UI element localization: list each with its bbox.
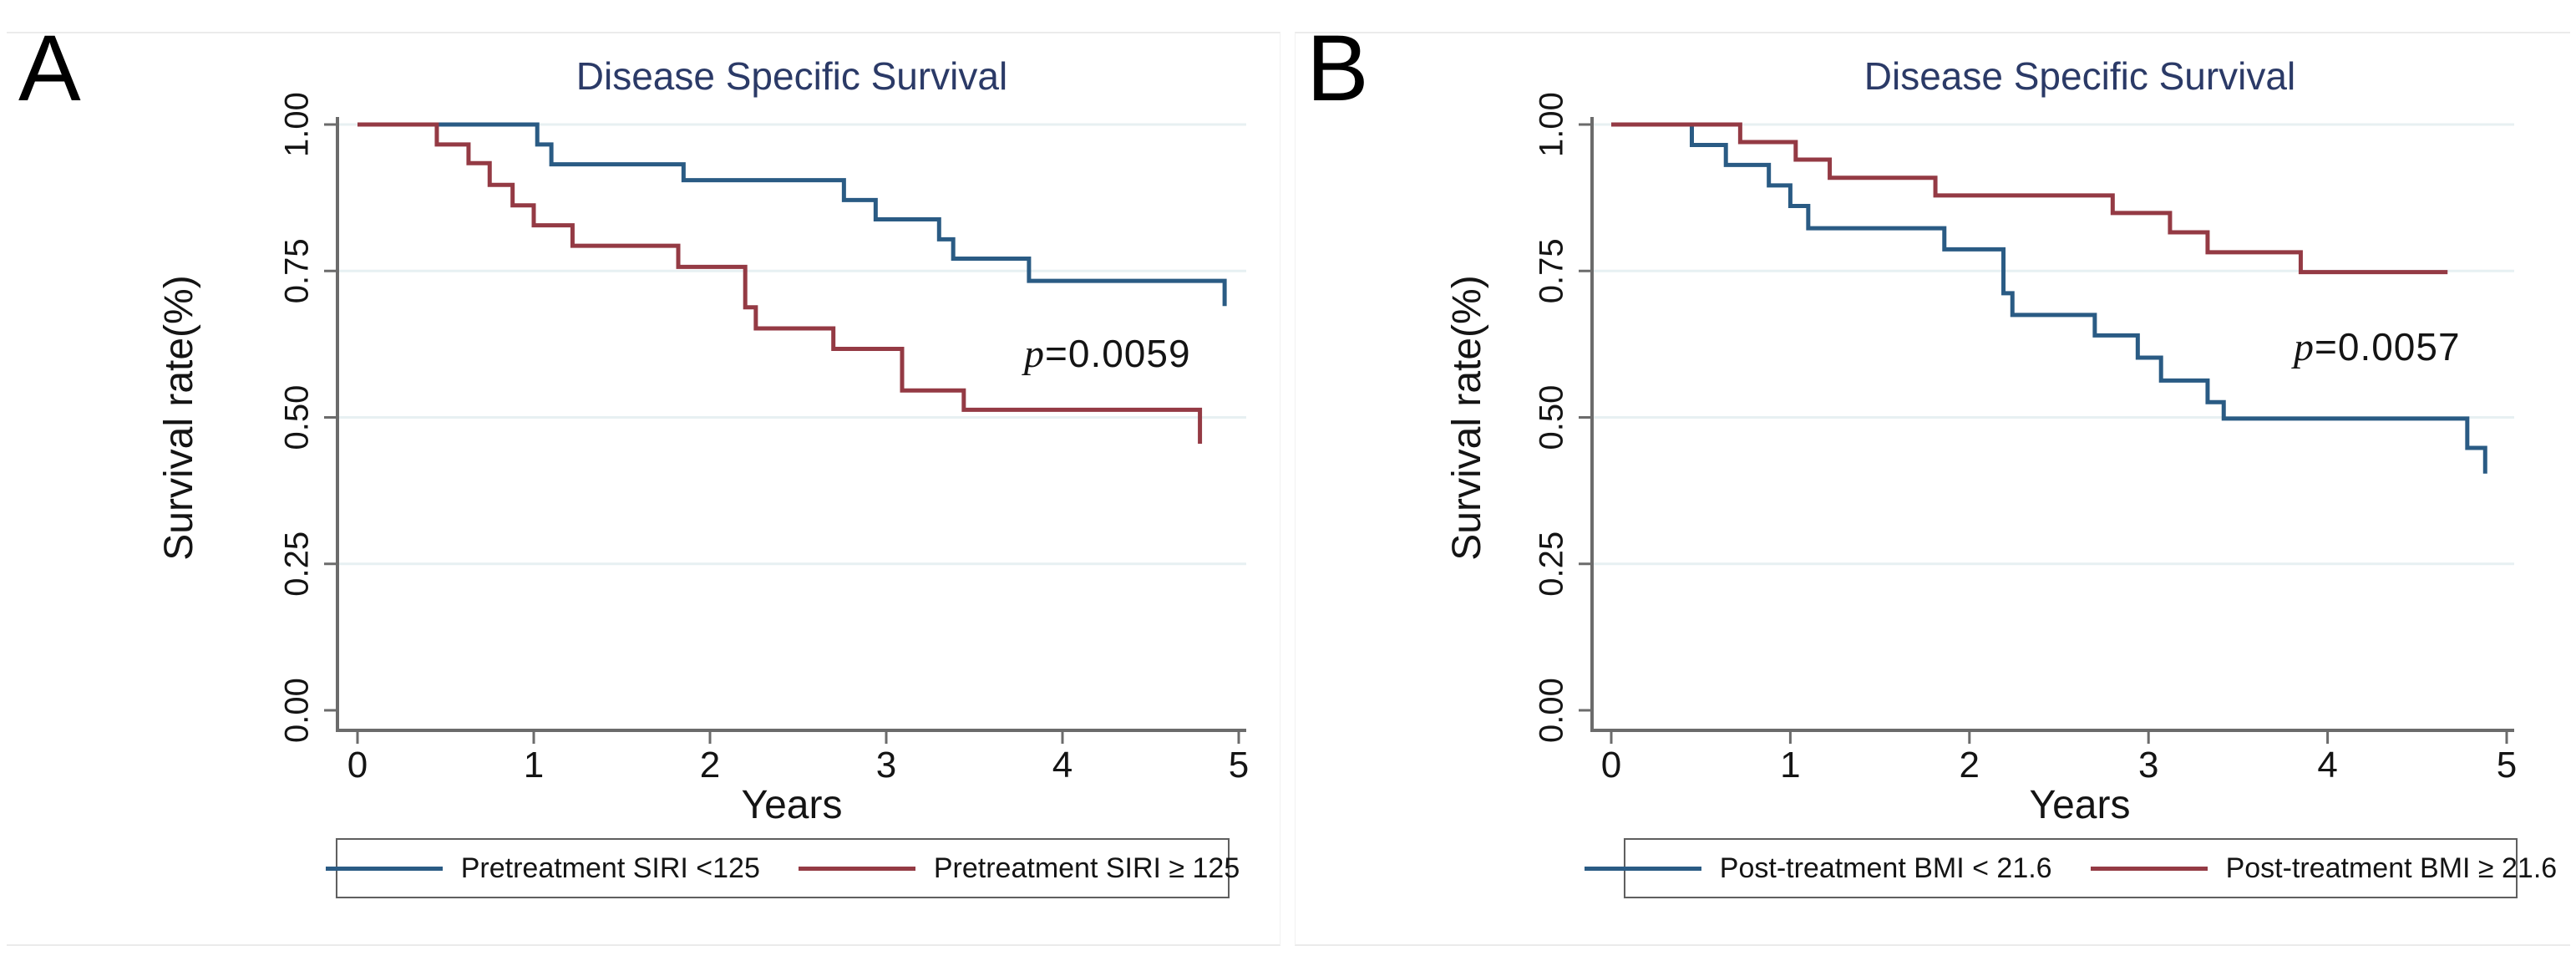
panel-label-b: B [1306, 16, 1369, 120]
panel-label-a: A [18, 16, 81, 120]
svg-text:0.25: 0.25 [279, 531, 316, 597]
legend-label: Pretreatment SIRI ≥ 125 [933, 852, 1240, 884]
x-axis-title-a: Years [741, 783, 843, 827]
panel-b: B Disease Specific Survival 0.00 0.25 0.50… [1288, 0, 2576, 961]
p-value-text: =0.0059 [1045, 332, 1191, 375]
svg-text:1.00: 1.00 [1534, 92, 1570, 157]
svg-text:0.50: 0.50 [1534, 385, 1570, 450]
svg-text:0: 0 [347, 745, 368, 786]
svg-text:0.75: 0.75 [279, 238, 316, 303]
svg-text:0.75: 0.75 [1534, 238, 1570, 303]
legend-b: Post-treatment BMI < 21.6 Post-treatment… [1584, 838, 2557, 898]
chart-title-b: Disease Specific Survival [1864, 54, 2296, 98]
svg-text:2: 2 [1960, 745, 1980, 786]
legend-line-sample-blue [1584, 866, 1701, 871]
y-axis-title-a: Survival rate(%) [157, 275, 201, 561]
svg-text:5: 5 [1229, 745, 1249, 786]
svg-text:1: 1 [524, 745, 544, 786]
legend-entry: Pretreatment SIRI <125 [325, 852, 760, 885]
legend-label: Post-treatment BMI < 21.6 [1719, 852, 2052, 884]
legend-a: Pretreatment SIRI <125 Pretreatment SIRI… [325, 838, 1240, 898]
survival-plot-a: 0.00 0.25 0.50 0.75 1.00 0 1 2 3 4 5 [279, 92, 1250, 786]
svg-text:3: 3 [2138, 745, 2158, 786]
svg-text:4: 4 [2317, 745, 2337, 786]
svg-text:0: 0 [1601, 745, 1621, 786]
legend-line-sample-blue [325, 866, 443, 871]
legend-entry: Pretreatment SIRI ≥ 125 [798, 852, 1240, 885]
svg-text:0.25: 0.25 [1534, 531, 1570, 597]
legend-label: Post-treatment BMI ≥ 21.6 [2225, 852, 2558, 884]
legend-line-sample-red [2090, 866, 2208, 871]
p-value-annotation-b: p=0.0057 [2294, 324, 2461, 370]
legend-line-sample-red [798, 866, 915, 871]
svg-text:3: 3 [876, 745, 896, 786]
chart-title-a: Disease Specific Survival [576, 54, 1008, 98]
svg-text:5: 5 [2497, 745, 2517, 786]
x-axis-title-b: Years [2029, 783, 2131, 827]
legend-entry: Post-treatment BMI < 21.6 [1584, 852, 2052, 885]
svg-text:4: 4 [1052, 745, 1072, 786]
p-value-annotation-a: p=0.0059 [1024, 331, 1191, 377]
svg-text:1: 1 [1780, 745, 1800, 786]
p-symbol: p [1024, 332, 1045, 376]
svg-text:1.00: 1.00 [279, 92, 316, 157]
panel-a-card [7, 32, 1280, 946]
p-symbol: p [2294, 325, 2315, 369]
survival-plot-b: 0.00 0.25 0.50 0.75 1.00 0 1 2 3 4 5 [1534, 92, 2518, 786]
svg-text:0.00: 0.00 [279, 678, 316, 743]
panel-b-card [1295, 32, 2570, 946]
svg-text:0.50: 0.50 [279, 385, 316, 450]
panel-a: A Disease Specific Survival 0.00 0.25 0.50… [18, 16, 1250, 898]
legend-label: Pretreatment SIRI <125 [460, 852, 760, 884]
svg-text:2: 2 [700, 745, 720, 786]
legend-entry: Post-treatment BMI ≥ 21.6 [2090, 852, 2558, 885]
p-value-text: =0.0057 [2315, 325, 2461, 369]
y-axis-title-b: Survival rate(%) [1445, 275, 1489, 561]
svg-text:0.00: 0.00 [1534, 678, 1570, 743]
